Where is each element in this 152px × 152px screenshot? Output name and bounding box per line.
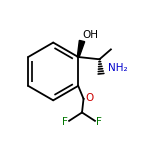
Text: F: F — [62, 117, 68, 127]
Polygon shape — [77, 40, 85, 57]
Text: O: O — [85, 93, 93, 103]
Text: NH₂: NH₂ — [108, 63, 128, 73]
Text: OH: OH — [83, 30, 99, 40]
Text: F: F — [96, 117, 102, 127]
